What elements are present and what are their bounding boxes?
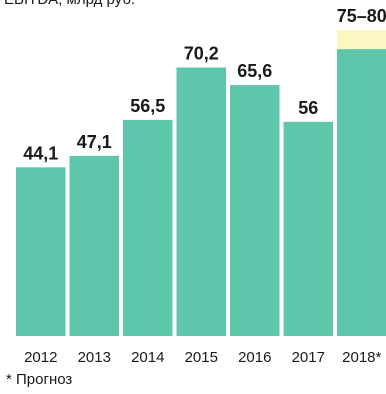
data-label-2015: 70,2 xyxy=(184,43,219,63)
data-label-2017: 56 xyxy=(298,98,318,118)
x-tick-label-2013: 2013 xyxy=(78,349,111,366)
data-label-2014: 56,5 xyxy=(130,96,165,116)
bar-2015 xyxy=(176,67,226,337)
bar-2018 xyxy=(337,49,386,336)
data-label-2013: 47,1 xyxy=(77,132,112,152)
x-tick-label-2015: 2015 xyxy=(185,349,218,366)
bar-2016 xyxy=(230,85,280,336)
data-label-2016: 65,6 xyxy=(237,61,272,81)
bar-2012 xyxy=(16,167,66,336)
data-label-2018: 75–80 xyxy=(337,6,386,26)
chart-title: EBITDA, млрд руб. xyxy=(4,0,135,8)
bar-forecast-range-2018 xyxy=(337,30,386,50)
bar-2013 xyxy=(69,155,119,336)
x-tick-label-2014: 2014 xyxy=(131,349,164,366)
data-label-2012: 44,1 xyxy=(23,143,58,163)
x-tick-label-2018: 2018* xyxy=(342,349,381,366)
x-tick-label-2017: 2017 xyxy=(292,349,325,366)
bar-2017 xyxy=(283,121,333,336)
x-tick-label-2012: 2012 xyxy=(24,349,57,366)
bar-2014 xyxy=(123,119,173,336)
chart-footnote: * Прогноз xyxy=(6,371,73,388)
x-tick-label-2016: 2016 xyxy=(238,349,271,366)
